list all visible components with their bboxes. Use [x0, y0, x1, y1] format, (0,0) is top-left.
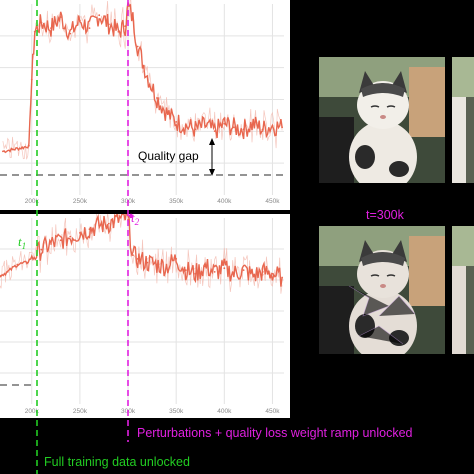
data-point — [0, 274, 1, 277]
data-point — [184, 269, 187, 271]
series-noise-band — [2, 0, 283, 160]
data-point — [40, 248, 43, 251]
chart-top-panel: 200k250k300k350k400k450k Quality gap — [0, 0, 290, 210]
x-tick-label: 450k — [265, 198, 280, 205]
data-point — [146, 261, 149, 264]
data-point — [16, 263, 19, 266]
x-tick-label: 400k — [217, 408, 232, 415]
x-tick-label: 450k — [265, 408, 280, 415]
cat-photo-top-left — [319, 57, 445, 183]
data-point — [213, 130, 216, 133]
data-point — [271, 124, 274, 127]
t1-label: t1 — [18, 234, 26, 251]
data-point — [117, 30, 120, 33]
series-line-top — [2, 2, 283, 154]
data-point — [261, 271, 264, 273]
data-point — [117, 219, 120, 221]
data-point — [6, 271, 9, 273]
x-tick-label: 200k — [25, 198, 40, 205]
data-point — [88, 228, 91, 231]
data-point — [213, 271, 216, 273]
data-point — [204, 265, 207, 268]
data-point — [59, 16, 62, 18]
quality-gap-arrowhead-up — [209, 138, 215, 145]
t2-point — [128, 213, 134, 219]
data-point — [242, 269, 245, 271]
data-point — [30, 256, 33, 258]
data-point — [11, 148, 14, 151]
data-point — [98, 224, 101, 227]
data-point — [50, 243, 52, 245]
data-point — [28, 144, 30, 147]
data-point — [26, 261, 28, 264]
data-point — [69, 235, 72, 238]
x-tick-label: 200k — [25, 408, 40, 415]
x-tick-label: 350k — [169, 198, 184, 205]
chart-bottom-panel: 200k250k300k350k400k450k — [0, 214, 290, 418]
cat-photo-top-right — [452, 57, 474, 183]
full-data-caption: Full training data unlocked — [44, 455, 190, 469]
data-point — [271, 272, 274, 275]
t300k-label: t=300k — [366, 208, 404, 222]
data-point — [107, 222, 110, 225]
data-point — [233, 272, 235, 275]
data-point — [50, 27, 52, 29]
data-point — [252, 122, 255, 125]
perturbations-caption: Perturbations + quality loss weight ramp… — [137, 426, 413, 440]
data-point — [136, 45, 139, 48]
data-point — [165, 111, 168, 114]
quality-gap-label: Quality gap — [138, 149, 199, 163]
data-point — [194, 128, 197, 131]
data-point — [204, 124, 207, 127]
data-point — [59, 239, 62, 242]
data-point — [242, 128, 245, 131]
data-point — [33, 30, 36, 33]
data-point — [107, 23, 110, 26]
cat-photo-bottom-left — [319, 226, 445, 354]
data-point — [30, 78, 33, 81]
data-point — [124, 217, 127, 219]
cat-photo-bottom-right — [452, 226, 474, 354]
data-point — [124, 25, 127, 28]
data-point — [156, 97, 158, 99]
data-point — [136, 258, 139, 260]
data-point — [146, 75, 149, 77]
series-line-bottom — [0, 214, 283, 287]
data-point — [184, 124, 187, 127]
quality-gap-arrowhead-down — [209, 169, 215, 176]
data-point — [132, 18, 134, 20]
t2-label: t2 — [131, 210, 140, 227]
data-point — [88, 27, 91, 29]
data-point — [233, 126, 235, 129]
data-point — [79, 232, 81, 234]
data-point — [223, 267, 226, 270]
data-point — [281, 126, 283, 129]
data-point — [79, 19, 81, 22]
data-point — [132, 254, 134, 257]
x-tick-label: 350k — [169, 408, 184, 415]
data-point — [165, 265, 168, 268]
data-point — [69, 32, 72, 35]
x-tick-label: 250k — [73, 408, 88, 415]
data-point — [2, 150, 4, 153]
data-point — [252, 274, 255, 277]
data-point — [194, 272, 197, 275]
data-point — [21, 146, 23, 149]
data-point — [175, 121, 178, 123]
data-point — [98, 14, 101, 17]
data-point — [281, 276, 283, 279]
data-point — [175, 258, 178, 260]
data-point — [223, 122, 226, 125]
data-point — [156, 263, 158, 266]
x-tick-label: 400k — [217, 198, 232, 205]
data-point — [261, 128, 264, 131]
x-tick-label: 250k — [73, 198, 88, 205]
data-point — [40, 21, 43, 24]
